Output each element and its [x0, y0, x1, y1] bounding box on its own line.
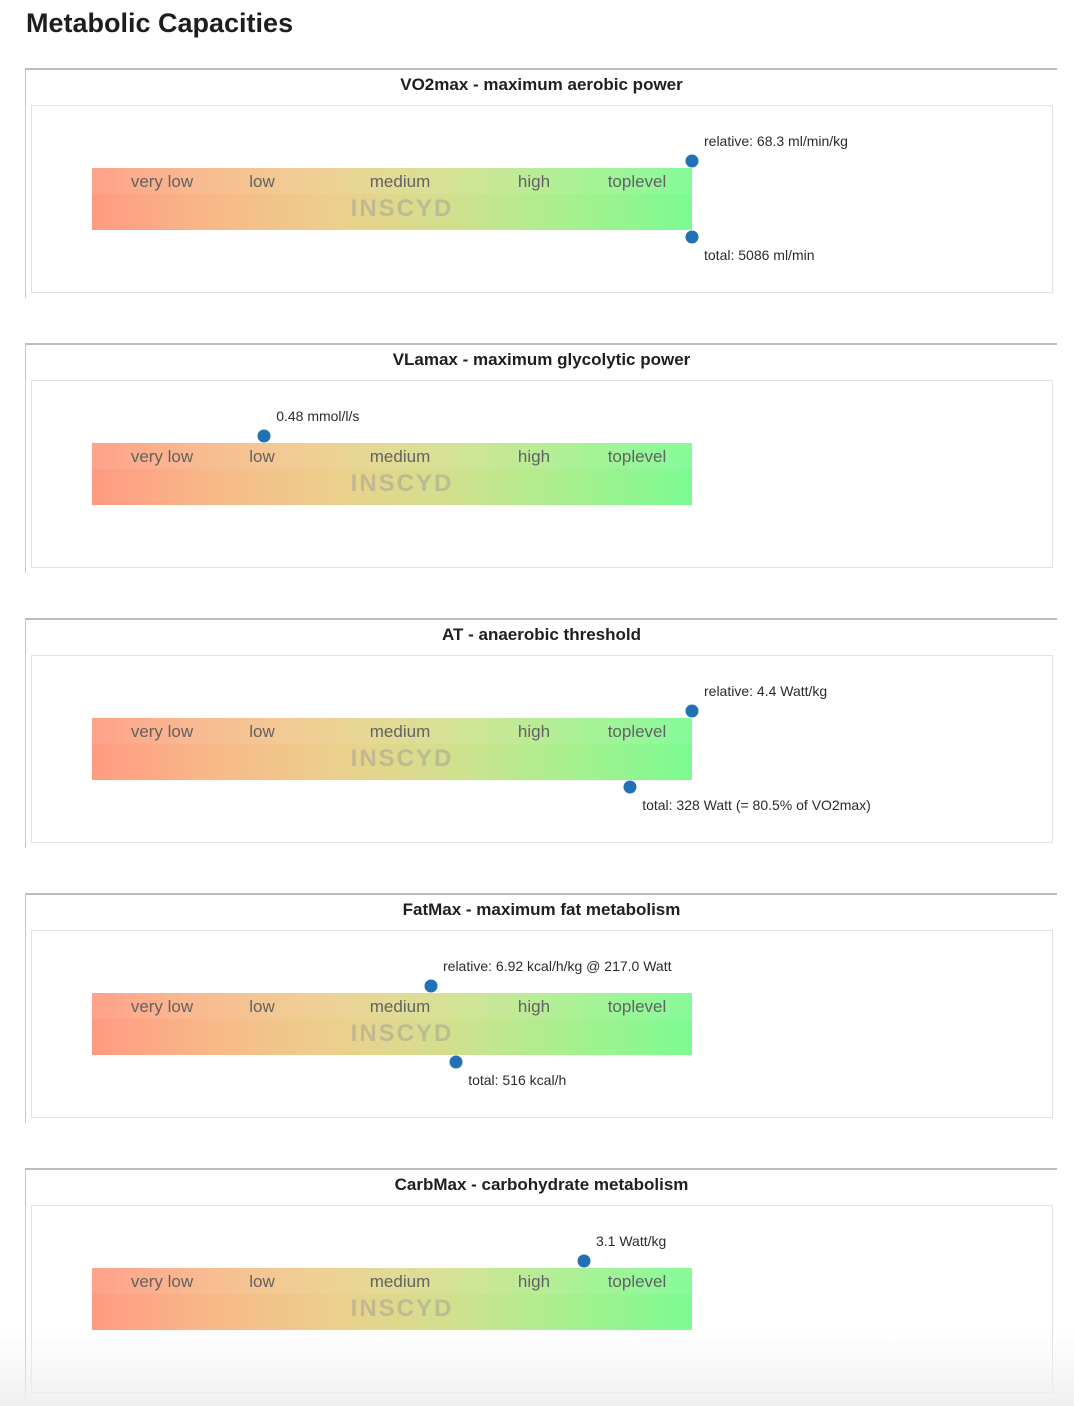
scale-category-label: medium	[369, 722, 431, 741]
section-title: CarbMax - carbohydrate metabolism	[394, 1175, 689, 1194]
value-marker-dot[interactable]	[257, 429, 271, 443]
value-marker-dot[interactable]	[685, 230, 699, 244]
section-title: AT - anaerobic threshold	[442, 625, 641, 644]
value-marker-label: total: 516 kcal/h	[468, 1072, 567, 1088]
value-marker-label: relative: 6.92 kcal/h/kg @ 217.0 Watt	[443, 958, 672, 974]
value-marker-label: total: 5086 ml/min	[704, 247, 815, 263]
scale-category-label: low	[249, 997, 275, 1016]
scale-category-label: medium	[369, 1272, 431, 1291]
rating-scale-bar: very low low medium high toplevel INSCYD	[92, 1268, 692, 1330]
value-marker-dot[interactable]	[623, 780, 637, 794]
scale-category-label: high	[517, 722, 551, 741]
capacity-section: AT - anaerobic threshold very low low mediu…	[25, 618, 1057, 848]
scale-category-label: toplevel	[607, 1272, 667, 1291]
scale-category-label: high	[517, 172, 551, 191]
value-marker-label: 3.1 Watt/kg	[596, 1233, 667, 1249]
scale-category-label: low	[249, 172, 275, 191]
inscyd-watermark: INSCYD	[350, 470, 454, 497]
scale-category-label: low	[249, 722, 275, 741]
scale-category-label: very low	[130, 997, 194, 1016]
scale-category-label: toplevel	[607, 172, 667, 191]
scale-category-label: very low	[130, 447, 194, 466]
capacity-section: FatMax - maximum fat metabolism very low l…	[25, 893, 1057, 1123]
chart-panel: very low low medium high toplevel INSCYD relat…	[31, 105, 1053, 293]
scale-category-label: medium	[369, 447, 431, 466]
chart-panel: very low low medium high toplevel INSCYD relat…	[31, 930, 1053, 1118]
chart-panel: very low low medium high toplevel INSCYD 0.48 …	[31, 380, 1053, 568]
capacity-section: CarbMax - carbohydrate metabolism very lo…	[25, 1168, 1057, 1398]
rating-scale-bar: very low low medium high toplevel INSCYD	[92, 168, 692, 230]
value-marker-dot[interactable]	[424, 979, 438, 993]
scale-category-label: medium	[369, 172, 431, 191]
scale-category-label: very low	[130, 172, 194, 191]
value-marker-label: 0.48 mmol/l/s	[276, 408, 360, 424]
value-marker-dot[interactable]	[685, 154, 699, 168]
scale-category-label: toplevel	[607, 447, 667, 466]
value-marker-label: total: 328 Watt (= 80.5% of VO2max)	[642, 797, 871, 813]
rating-scale-bar: very low low medium high toplevel INSCYD	[92, 993, 692, 1055]
inscyd-watermark: INSCYD	[350, 1295, 454, 1322]
scale-category-label: low	[249, 447, 275, 466]
scale-category-label: toplevel	[607, 997, 667, 1016]
section-title: FatMax - maximum fat metabolism	[402, 900, 681, 919]
chart-panel: very low low medium high toplevel INSCYD 3.1 W…	[31, 1205, 1053, 1393]
value-marker-dot[interactable]	[449, 1055, 463, 1069]
rating-scale-bar: very low low medium high toplevel INSCYD	[92, 443, 692, 505]
section-title: VLamax - maximum glycolytic power	[392, 350, 691, 369]
scale-category-label: toplevel	[607, 722, 667, 741]
scale-category-label: very low	[130, 1272, 194, 1291]
scale-category-label: high	[517, 997, 551, 1016]
value-marker-dot[interactable]	[685, 704, 699, 718]
scale-category-label: very low	[130, 722, 194, 741]
value-marker-dot[interactable]	[577, 1254, 591, 1268]
chart-panel: very low low medium high toplevel INSCYD relat…	[31, 655, 1053, 843]
capacity-section: VLamax - maximum glycolytic power very lo…	[25, 343, 1057, 573]
section-title: VO2max - maximum aerobic power	[400, 75, 683, 94]
scale-category-label: high	[517, 447, 551, 466]
scale-category-label: medium	[369, 997, 431, 1016]
page-title: Metabolic Capacities	[26, 8, 294, 38]
scale-category-label: high	[517, 1272, 551, 1291]
scale-category-label: low	[249, 1272, 275, 1291]
value-marker-label: relative: 4.4 Watt/kg	[704, 683, 828, 699]
rating-scale-bar: very low low medium high toplevel INSCYD	[92, 718, 692, 780]
inscyd-watermark: INSCYD	[350, 1020, 454, 1047]
inscyd-watermark: INSCYD	[350, 745, 454, 772]
inscyd-watermark: INSCYD	[350, 195, 454, 222]
capacity-section: VO2max - maximum aerobic power very low lo…	[25, 68, 1057, 298]
value-marker-label: relative: 68.3 ml/min/kg	[704, 133, 848, 149]
